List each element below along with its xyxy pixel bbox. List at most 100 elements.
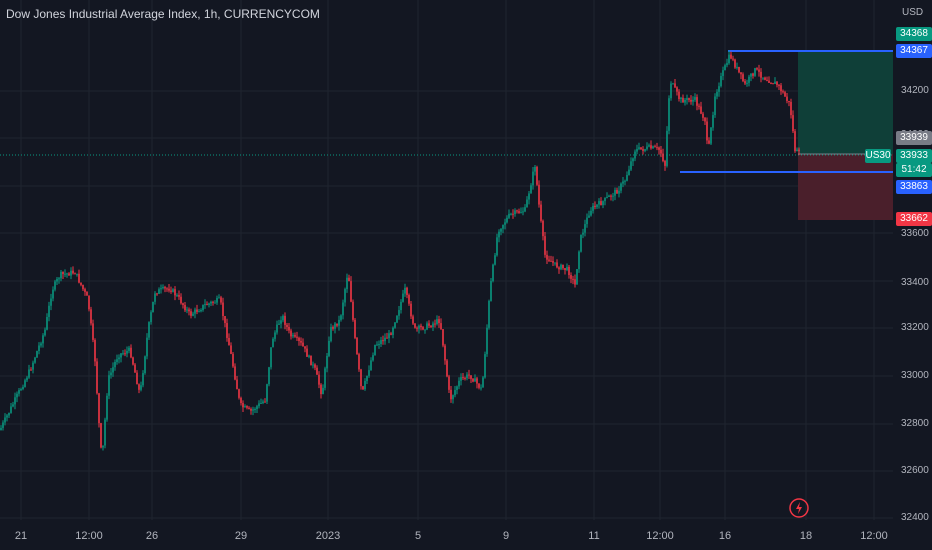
candle-body [750,73,752,77]
candle-body [180,296,182,304]
candle-body [338,319,340,326]
candle-body [678,91,680,99]
price-chart[interactable] [0,0,893,520]
candle-body [486,327,488,355]
candle-body [148,322,150,338]
candle-body [660,149,662,154]
candle-body [314,364,316,368]
candle-body [216,298,218,303]
candle-body [652,146,654,149]
candle-body [398,310,400,316]
candle-body [406,287,408,296]
candle-body [766,79,768,81]
candle-body [554,262,556,264]
candle-body [108,375,110,396]
candle-body [178,295,180,297]
x-tick-label: 12:00 [646,530,674,542]
candle-body [96,361,98,394]
candle-body [448,376,450,390]
candle-body [248,407,250,409]
candle-body [122,353,124,355]
candle-body [532,171,534,186]
candle-body [552,261,554,263]
candle-body [490,281,492,301]
candle-body [48,305,50,317]
candle-body [504,222,506,225]
y-tick-label: 33000 [901,370,929,381]
candle-body [138,384,140,390]
candle-body [696,97,698,106]
candle-body [206,304,208,306]
candle-body [716,91,718,97]
candle-body [102,445,104,448]
candle-body [40,343,42,346]
candle-body [736,66,738,68]
candle-body [498,231,500,238]
candle-body [740,72,742,75]
candle-body [62,271,64,275]
candle-body [572,278,574,280]
candle-body [670,83,672,99]
candle-body [250,408,252,411]
y-tick-label: 33600 [901,228,929,239]
lightning-bolt-icon[interactable] [789,498,809,518]
candle-body [410,303,412,317]
candle-body [170,290,172,292]
candle-body [684,99,686,103]
candle-body [160,288,162,290]
candle-body [10,406,12,413]
candle-body [30,369,32,371]
candle-body [590,210,592,216]
candle-body [686,98,688,100]
candle-body [304,346,306,349]
candle-body [186,309,188,311]
candle-body [198,311,200,313]
candle-body [444,345,446,361]
candle-body [44,329,46,336]
candle-body [350,281,352,302]
candle-body [494,255,496,265]
candle-body [776,81,778,85]
candle-body [702,113,704,118]
candle-body [626,174,628,181]
candle-body [90,309,92,324]
candle-body [28,369,30,378]
candle-body [364,381,366,390]
candle-body [372,355,374,361]
candle-body [88,295,90,310]
candle-body [22,386,24,390]
candle-body [492,264,494,282]
candle-body [296,336,298,338]
candle-body [188,309,190,312]
candle-body [0,427,2,430]
candle-body [156,293,158,295]
candle-body [792,115,794,132]
candle-body [562,264,564,269]
candle-body [488,300,490,328]
candle-body [76,273,78,275]
candle-body [70,270,72,276]
candle-body [260,402,262,404]
candle-body [282,315,284,321]
candle-body [264,401,266,403]
candle-body [542,220,544,237]
candle-body [374,344,376,356]
candle-body [262,401,264,403]
candle-body [742,74,744,82]
candle-body [226,323,228,338]
candle-body [574,279,576,285]
candle-body [240,397,242,404]
candle-body [798,149,800,152]
candle-body [214,302,216,304]
candle-body [588,215,590,218]
candle-body [512,213,514,215]
candle-body [622,181,624,184]
candle-body [64,273,66,275]
candle-body [566,266,568,271]
candle-body [154,293,156,302]
candle-body [526,199,528,208]
candle-body [134,364,136,373]
candle-body [78,273,80,283]
candle-body [758,69,760,72]
x-tick-label: 21 [14,530,28,542]
